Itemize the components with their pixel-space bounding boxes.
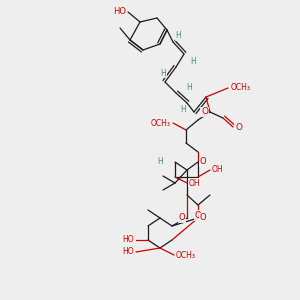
Text: OH: OH	[189, 178, 201, 188]
Text: OCH₃: OCH₃	[231, 83, 251, 92]
Text: O: O	[195, 211, 201, 220]
Text: H: H	[175, 32, 181, 40]
Text: O: O	[201, 107, 208, 116]
Text: HO: HO	[122, 248, 134, 256]
Text: H: H	[157, 158, 163, 166]
Text: H: H	[160, 68, 166, 77]
Text: HO: HO	[122, 236, 134, 244]
Text: O: O	[178, 214, 185, 223]
Text: H: H	[190, 58, 196, 67]
Text: O: O	[200, 158, 207, 166]
Text: OH: OH	[212, 166, 224, 175]
Text: O: O	[200, 214, 207, 223]
Text: H: H	[186, 83, 192, 92]
Text: OCH₃: OCH₃	[176, 250, 196, 260]
Text: HO: HO	[113, 8, 126, 16]
Text: OCH₃: OCH₃	[151, 118, 171, 127]
Text: H: H	[180, 106, 186, 115]
Text: O: O	[235, 122, 242, 131]
